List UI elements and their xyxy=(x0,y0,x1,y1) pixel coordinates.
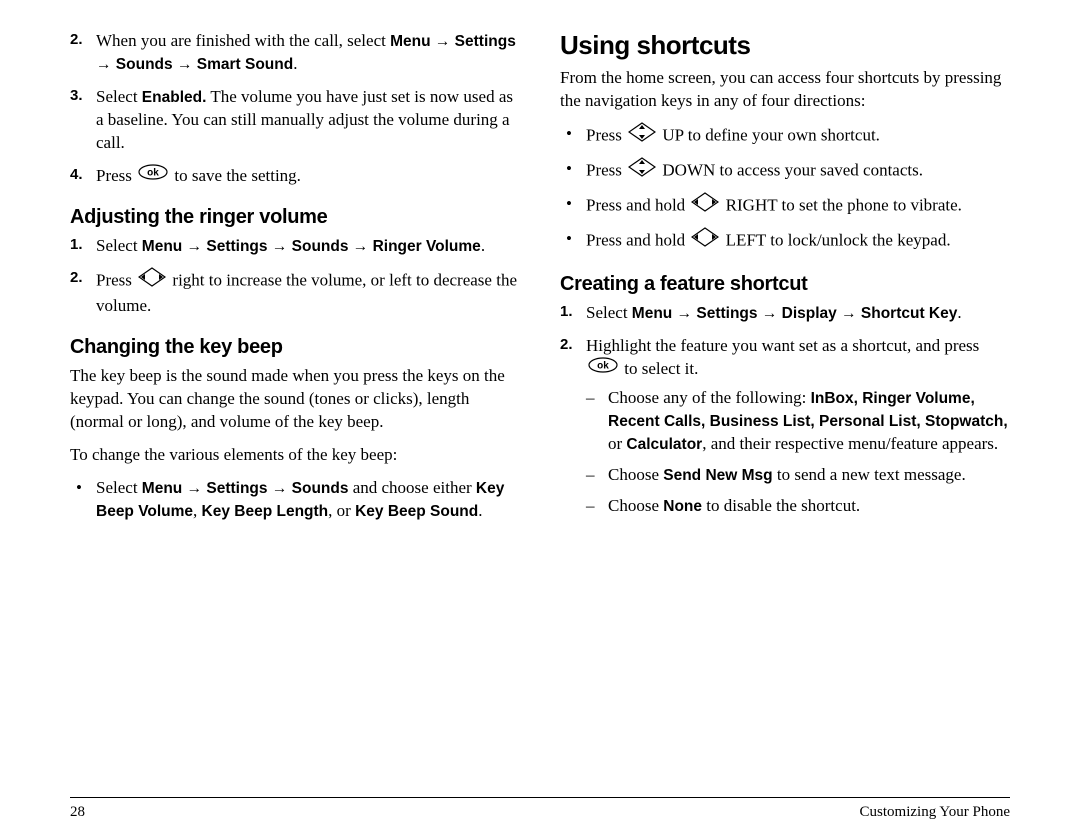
sub-choose-any: Choose any of the following: InBox, Ring… xyxy=(586,387,1010,456)
page-footer: 28 Customizing Your Phone xyxy=(70,797,1010,821)
nav-lr-icon xyxy=(138,267,166,294)
nav-lr-icon xyxy=(691,192,719,219)
ringer-step-1: 1. Select Menu → Settings → Sounds → Rin… xyxy=(70,235,520,258)
heading-create-shortcut: Creating a feature shortcut xyxy=(560,273,1010,296)
keybeep-para-1: The key beep is the sound made when you … xyxy=(70,365,520,434)
sub-send-msg: Choose Send New Msg to send a new text m… xyxy=(586,464,1010,487)
shortcut-left: Press and hold LEFT to lock/unlock the k… xyxy=(560,228,1010,255)
nav-ud-icon xyxy=(628,122,656,149)
nav-ud-icon xyxy=(628,157,656,184)
create-step-1: 1. Select Menu → Settings → Display → Sh… xyxy=(560,302,1010,325)
keybeep-bullet: Select Menu → Settings → Sounds and choo… xyxy=(70,477,520,523)
create-sublist: Choose any of the following: InBox, Ring… xyxy=(586,387,1010,518)
ok-icon: ok xyxy=(138,164,168,187)
create-steps: 1. Select Menu → Settings → Display → Sh… xyxy=(560,302,1010,518)
page-number: 28 xyxy=(70,804,85,821)
shortcut-right: Press and hold RIGHT to set the phone to… xyxy=(560,193,1010,220)
shortcut-down: Press DOWN to access your saved contacts… xyxy=(560,158,1010,185)
step-2: 2. When you are finished with the call, … xyxy=(70,30,520,76)
create-step-2: 2. Highlight the feature you want set as… xyxy=(560,335,1010,518)
ringer-step-2: 2. Press right to increase the volume, o… xyxy=(70,268,520,318)
step-3: 3. Select Enabled. The volume you have j… xyxy=(70,86,520,155)
shortcut-bullets: Press UP to define your own shortcut. Pr… xyxy=(560,123,1010,255)
ringer-steps: 1. Select Menu → Settings → Sounds → Rin… xyxy=(70,235,520,318)
page-body: 2. When you are finished with the call, … xyxy=(0,0,1080,790)
shortcut-up: Press UP to define your own shortcut. xyxy=(560,123,1010,150)
svg-text:ok: ok xyxy=(597,361,609,372)
heading-shortcuts: Using shortcuts xyxy=(560,30,1010,61)
sub-none: Choose None to disable the shortcut. xyxy=(586,495,1010,518)
keybeep-bullets: Select Menu → Settings → Sounds and choo… xyxy=(70,477,520,523)
keybeep-para-2: To change the various elements of the ke… xyxy=(70,444,520,467)
nav-lr-icon xyxy=(691,227,719,254)
svg-text:ok: ok xyxy=(147,168,159,179)
shortcuts-intro: From the home screen, you can access fou… xyxy=(560,67,1010,113)
heading-ringer: Adjusting the ringer volume xyxy=(70,206,520,229)
ok-icon: ok xyxy=(588,357,618,380)
section-title: Customizing Your Phone xyxy=(860,804,1010,821)
continued-steps: 2. When you are finished with the call, … xyxy=(70,30,520,188)
heading-keybeep: Changing the key beep xyxy=(70,336,520,359)
step-4: 4. Press ok to save the setting. xyxy=(70,165,520,189)
